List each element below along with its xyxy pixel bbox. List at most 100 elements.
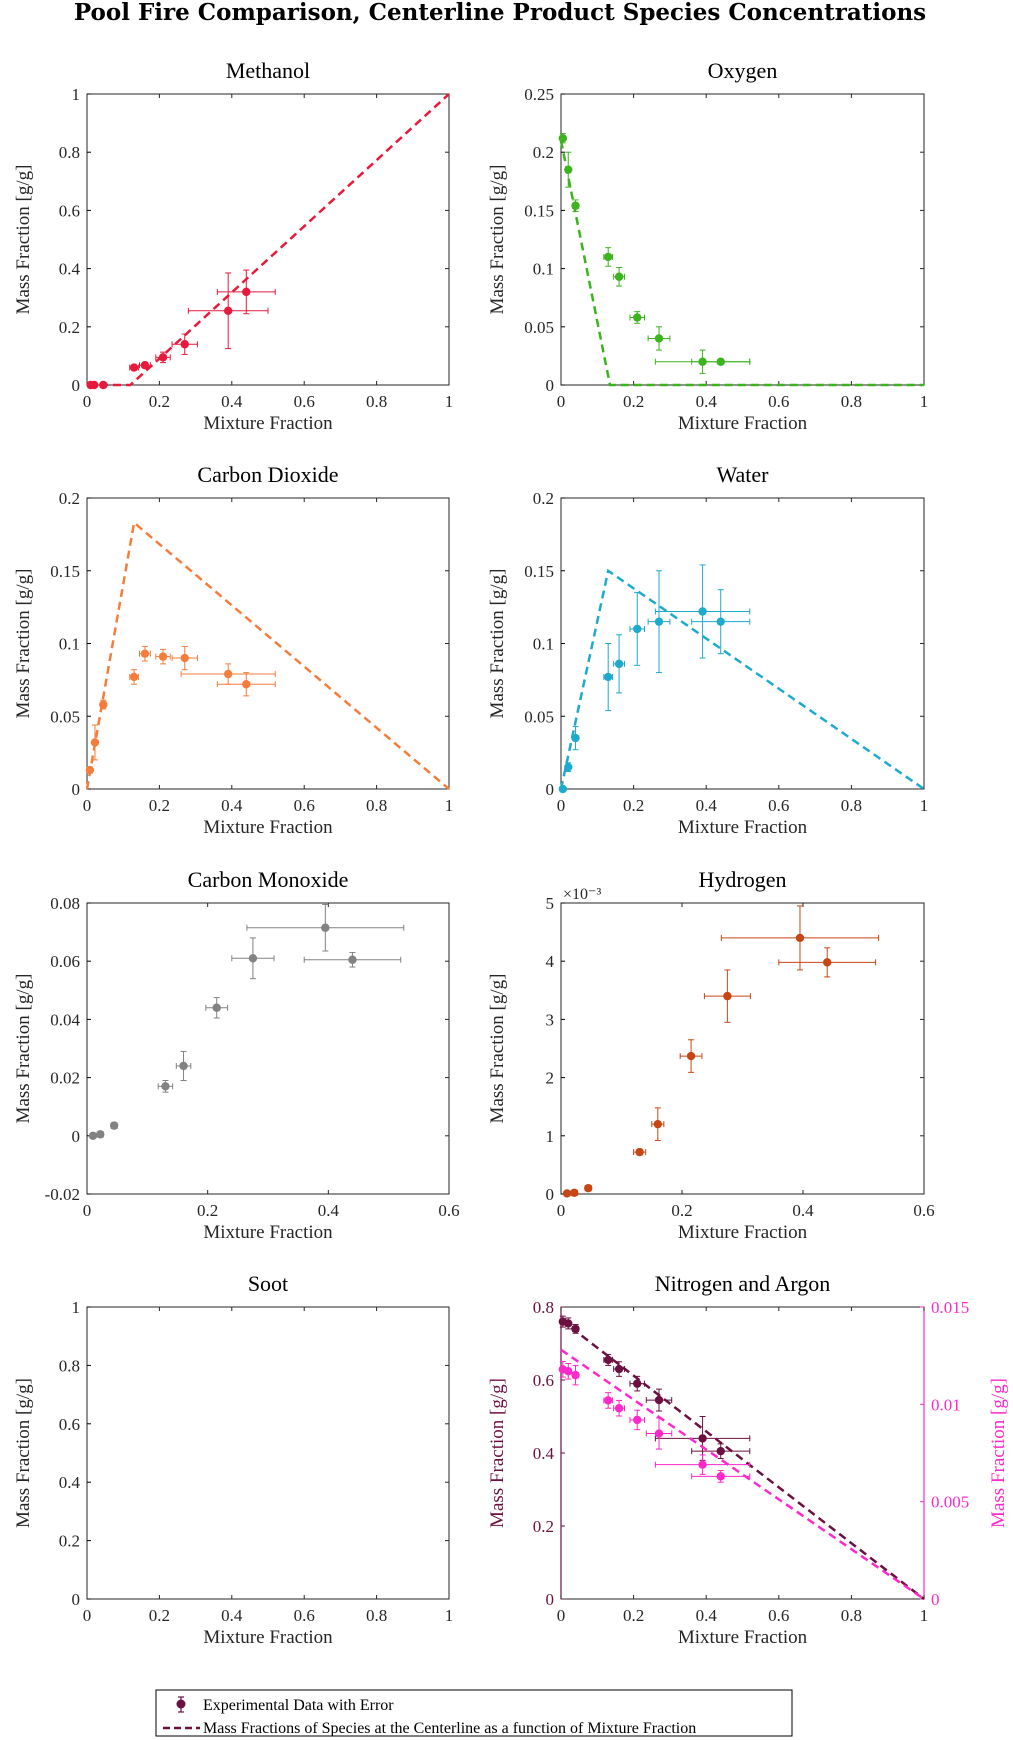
model-dashed-line bbox=[87, 93, 450, 387]
x-tick-label: 1 bbox=[920, 1606, 929, 1625]
y-tick-label: 0.15 bbox=[524, 562, 554, 581]
data-point bbox=[571, 1370, 580, 1380]
x-tick-label: 0.6 bbox=[768, 1606, 789, 1625]
x-axis-label: Mixture Fraction bbox=[678, 817, 808, 838]
y-tick-label: 0.4 bbox=[533, 1444, 555, 1463]
series-0 bbox=[85, 520, 450, 790]
data-point bbox=[558, 784, 568, 794]
y-tick-label: 0.8 bbox=[533, 1298, 554, 1317]
data-point bbox=[603, 252, 613, 262]
y-tick-label: 0.1 bbox=[533, 635, 554, 654]
data-point bbox=[614, 1364, 624, 1374]
x-tick-label: 0.8 bbox=[841, 392, 862, 411]
data-point bbox=[242, 680, 251, 689]
data-point bbox=[716, 1472, 725, 1481]
data-point bbox=[129, 672, 139, 682]
y-tick-label: 0.6 bbox=[533, 1371, 554, 1390]
y-tick-label: 0.4 bbox=[59, 260, 81, 279]
data-point bbox=[223, 669, 233, 679]
x-tick-label: 0 bbox=[557, 1606, 566, 1625]
data-point bbox=[633, 1379, 642, 1388]
data-point bbox=[140, 649, 150, 658]
y-axis-label: Mass Fraction [g/g] bbox=[487, 974, 508, 1124]
y-tick-label: 0.2 bbox=[533, 489, 554, 508]
panel-title: Oxygen bbox=[708, 58, 778, 83]
y-tick-label: 1 bbox=[72, 85, 81, 104]
y-tick-label: 0 bbox=[72, 1590, 81, 1609]
x-tick-label: 0 bbox=[83, 796, 92, 815]
data-point bbox=[603, 672, 613, 682]
y-tick-label: 1 bbox=[72, 1298, 81, 1317]
data-point bbox=[242, 287, 251, 297]
chart-panel-5: Hydrogen 0 0.2 0.4 0.6 0 1 2 3 4 5 ×10⁻³ Mixture Fra… bbox=[487, 867, 935, 1243]
x-tick-label: 0.4 bbox=[792, 1201, 814, 1220]
x-tick-label: 0 bbox=[557, 392, 566, 411]
plot-frame bbox=[86, 902, 450, 1195]
y-tick-label-right: 0.005 bbox=[931, 1493, 969, 1512]
panel-title: Carbon Dioxide bbox=[197, 462, 338, 487]
x-tick-label: 0.8 bbox=[366, 392, 387, 411]
data-point bbox=[180, 653, 189, 663]
data-point bbox=[109, 1121, 119, 1130]
data-point bbox=[140, 361, 150, 370]
x-tick-label: 0.2 bbox=[623, 1606, 644, 1625]
x-tick-label: 0 bbox=[83, 1201, 92, 1220]
data-point bbox=[564, 1319, 573, 1328]
data-point bbox=[716, 617, 725, 626]
y-tick-label: 0 bbox=[546, 1185, 555, 1204]
x-tick-label: 0.8 bbox=[841, 1606, 862, 1625]
x-tick-label: 0.4 bbox=[696, 1606, 718, 1625]
plot-frame bbox=[560, 902, 925, 1195]
data-point bbox=[654, 617, 664, 626]
x-tick-label: 0.4 bbox=[221, 392, 243, 411]
x-axis-label: Mixture Fraction bbox=[203, 1627, 333, 1648]
x-axis-label: Mixture Fraction bbox=[203, 1222, 333, 1243]
x-tick-label: 0.4 bbox=[696, 392, 718, 411]
chart-panel-1: Oxygen 0 0.2 0.4 0.6 0.8 1 0 0.05 0.1 0.15 0.2 0.25 M… bbox=[487, 58, 928, 434]
data-point bbox=[633, 313, 642, 322]
y-tick-label: 0.04 bbox=[50, 1010, 80, 1029]
y-tick-label: 0.2 bbox=[533, 143, 554, 162]
data-point bbox=[562, 1189, 572, 1198]
legend-item-experimental: Experimental Data with Error bbox=[203, 1697, 394, 1714]
y-tick-label: 0.4 bbox=[59, 1473, 81, 1492]
data-point bbox=[129, 363, 139, 372]
x-tick-label: 1 bbox=[920, 392, 929, 411]
y-tick-label: 1 bbox=[546, 1127, 555, 1146]
x-tick-label: 0.4 bbox=[221, 1606, 243, 1625]
data-point bbox=[584, 1183, 593, 1193]
y-axis-label-right: Mass Fraction [g/g] bbox=[988, 1378, 1009, 1528]
data-point bbox=[571, 201, 580, 210]
chart-panel-0: Methanol 0 0.2 0.4 0.6 0.8 1 0 0.2 0.4 0.6 0.8 1 Mixt… bbox=[13, 58, 453, 434]
y-axis-label: Mass Fraction [g/g] bbox=[13, 974, 34, 1124]
x-axis-label: Mixture Fraction bbox=[678, 1627, 808, 1648]
y-tick-label: 0.6 bbox=[59, 1415, 80, 1434]
data-point bbox=[823, 958, 832, 967]
data-point bbox=[633, 1415, 642, 1425]
y-tick-label: 5 bbox=[546, 894, 555, 913]
x-tick-label: 0.4 bbox=[696, 796, 718, 815]
y-tick-label: 0.2 bbox=[59, 318, 80, 337]
y-tick-label: 0.15 bbox=[524, 201, 554, 220]
y-tick-label: 0.05 bbox=[524, 707, 554, 726]
y-tick-label: 0.8 bbox=[59, 143, 80, 162]
data-point bbox=[88, 1131, 98, 1141]
x-tick-label: 1 bbox=[445, 392, 454, 411]
data-point bbox=[653, 1119, 662, 1129]
plot-frame bbox=[560, 1306, 925, 1600]
data-point bbox=[614, 659, 624, 669]
data-point bbox=[85, 765, 95, 775]
model-dashed-line bbox=[559, 140, 924, 387]
panel-title: Methanol bbox=[226, 58, 310, 83]
x-tick-label: 0.6 bbox=[294, 1606, 315, 1625]
y-tick-label: 0.15 bbox=[50, 562, 80, 581]
model-dashed-line bbox=[560, 1348, 925, 1601]
y-axis-label: Mass Fraction [g/g] bbox=[487, 165, 508, 315]
plot-frame bbox=[86, 1306, 450, 1600]
y-tick-label: 0.8 bbox=[59, 1356, 80, 1375]
data-point bbox=[180, 340, 189, 349]
y-scale-exponent: ×10⁻³ bbox=[563, 886, 601, 903]
y-tick-label-right: 0.015 bbox=[931, 1298, 969, 1317]
x-tick-label: 1 bbox=[445, 796, 454, 815]
